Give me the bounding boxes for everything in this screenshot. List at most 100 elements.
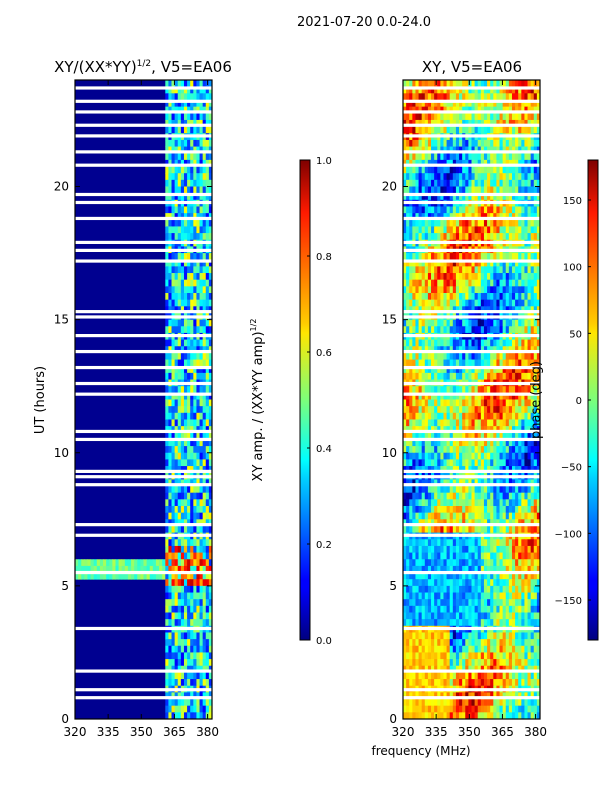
amp-cell: [190, 226, 194, 234]
amp-cell: [180, 359, 185, 367]
phase-cell: [483, 306, 488, 314]
phase-cell: [403, 585, 407, 593]
amp-cell: [180, 619, 185, 627]
phase-cell: [474, 419, 479, 427]
phase-cell: [474, 446, 479, 454]
amp-cell: [196, 572, 200, 580]
amp-cell: [208, 466, 212, 474]
amp-cell: [190, 299, 194, 307]
phase-cell: [446, 99, 451, 108]
amp-cell: [171, 612, 176, 620]
phase-cell: [536, 512, 540, 520]
phase-cell: [437, 359, 441, 367]
phase-cell: [474, 359, 479, 367]
phase-cell: [515, 426, 519, 434]
amp-cell: [205, 599, 210, 607]
amp-cell: [202, 259, 207, 267]
phase-cell: [437, 439, 441, 447]
amp-cell: [208, 592, 212, 600]
phase-cell: [474, 565, 479, 573]
amp-cell: [199, 259, 204, 267]
amp-cell: [193, 645, 197, 653]
amp-cell: [205, 359, 210, 367]
amp-cell: [174, 639, 179, 647]
phase-cell: [449, 466, 454, 474]
phase-cell: [424, 233, 429, 241]
phase-cell: [471, 159, 476, 167]
phase-cell: [490, 346, 494, 354]
phase-cell: [462, 273, 466, 281]
phase-cell: [403, 545, 407, 553]
phase-cell: [496, 86, 500, 94]
phase-cell: [515, 113, 519, 121]
amp-cell: [202, 146, 207, 154]
phase-cell: [487, 352, 491, 360]
phase-cell: [406, 486, 410, 494]
phase-cell: [452, 93, 457, 101]
phase-cell: [427, 525, 432, 534]
amp-cell: [180, 273, 185, 281]
amp-cell: [190, 406, 194, 414]
phase-cell: [443, 139, 447, 147]
phase-cell: [521, 412, 525, 420]
phase-cell: [449, 299, 454, 307]
phase-cell: [431, 253, 435, 261]
phase-cell: [455, 206, 460, 214]
amp-cell: [205, 153, 210, 161]
phase-cell: [487, 80, 491, 88]
phase-cell: [449, 173, 454, 181]
phase-cell: [474, 233, 479, 241]
amp-cell: [168, 519, 172, 527]
phase-cell: [465, 139, 469, 147]
phase-cell: [459, 432, 463, 440]
amp-cell: [171, 619, 176, 627]
phase-cell: [536, 306, 540, 314]
phase-cell: [415, 253, 419, 261]
phase-cell: [518, 565, 522, 573]
phase-cell: [471, 153, 476, 161]
phase-cell: [511, 552, 516, 560]
amp-cell: [171, 186, 176, 194]
phase-cell: [508, 446, 513, 454]
amp-cell: [190, 113, 194, 121]
phase-cell: [493, 492, 497, 500]
amp-cell: [208, 213, 212, 221]
amp-cell: [202, 179, 207, 187]
phase-cell: [499, 399, 504, 407]
amp-cell: [190, 346, 194, 354]
amp-cell: [168, 253, 172, 261]
amp-cell: [208, 173, 212, 181]
phase-cell: [452, 426, 457, 434]
phase-cell: [524, 99, 528, 108]
phase-cell: [490, 186, 494, 194]
phase-cell: [471, 446, 476, 454]
phase-cell: [412, 366, 416, 374]
phase-cell: [403, 273, 407, 281]
phase-cell: [518, 326, 522, 334]
phase-cell: [499, 499, 504, 507]
phase-cell: [449, 545, 454, 553]
phase-cell: [508, 93, 513, 101]
amp-cell: [180, 672, 185, 680]
phase-cell: [536, 286, 540, 294]
amp-cell: [165, 446, 169, 454]
phase-cell: [418, 213, 423, 221]
amp-cell: [177, 233, 182, 241]
phase-cell: [459, 492, 463, 500]
phase-cell: [455, 273, 460, 281]
amp-cell: [168, 166, 172, 174]
phase-cell: [480, 579, 485, 587]
phase-cell: [533, 259, 538, 267]
phase-cell: [403, 253, 407, 261]
phase-cell: [530, 559, 535, 567]
phase-cell: [440, 479, 444, 487]
amp-cell: [205, 93, 210, 101]
phase-cell: [418, 86, 423, 94]
phase-cell: [511, 266, 516, 274]
amp-cell: [174, 605, 179, 613]
phase-cell: [452, 359, 457, 367]
phase-cell: [508, 545, 513, 553]
amp-cell: [171, 279, 176, 287]
phase-cell: [421, 559, 426, 567]
amp-cell: [165, 359, 169, 367]
